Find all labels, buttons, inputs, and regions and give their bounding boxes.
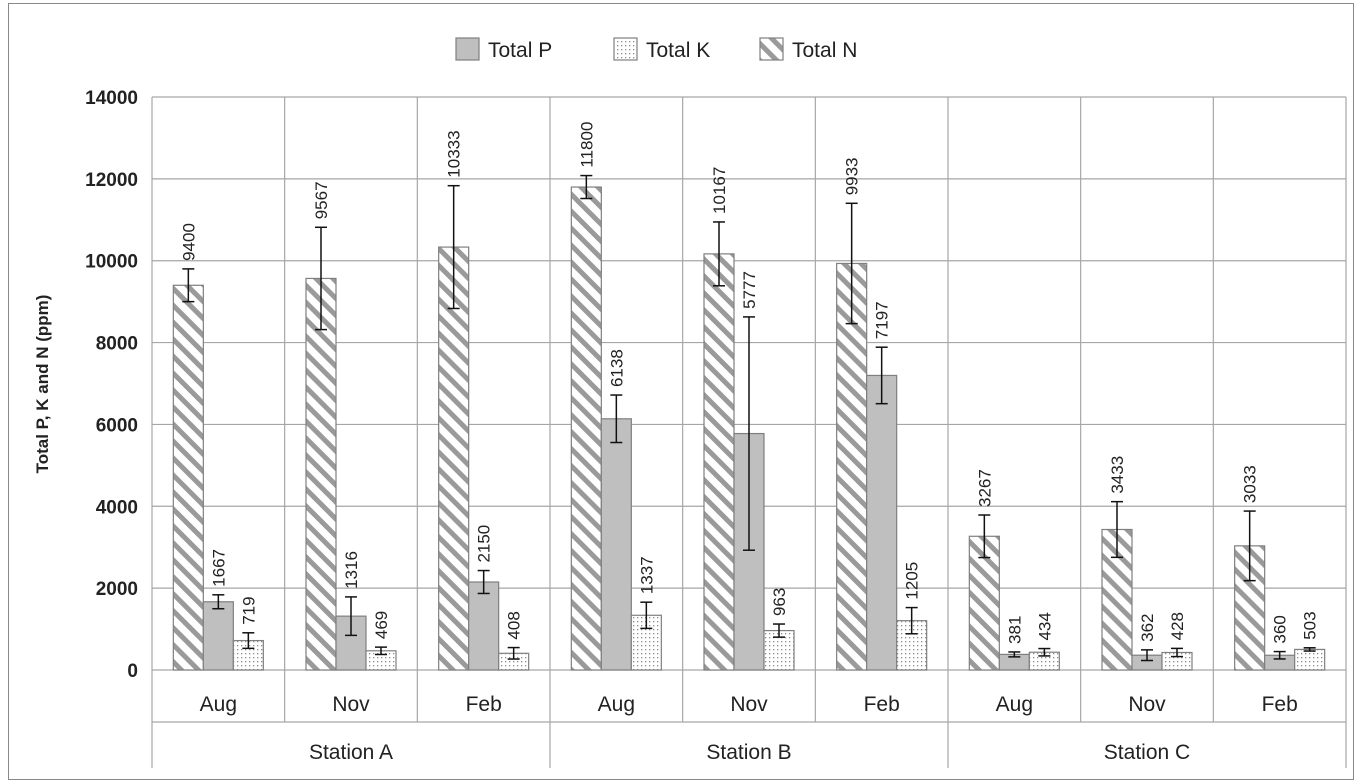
x-category-label: Feb xyxy=(466,693,502,716)
data-label: 1667 xyxy=(209,549,228,587)
y-tick-label: 6000 xyxy=(96,415,138,436)
bar xyxy=(202,601,234,671)
data-label: 9933 xyxy=(843,157,862,195)
legend-label: Total P xyxy=(488,39,552,62)
x-category-label: Nov xyxy=(730,693,768,716)
data-label: 11800 xyxy=(577,122,596,168)
chart-frame xyxy=(8,3,1354,780)
legend-swatch xyxy=(455,37,480,61)
bar xyxy=(438,246,470,671)
bar xyxy=(866,374,898,671)
data-label: 1337 xyxy=(637,556,656,594)
y-tick-label: 0 xyxy=(127,661,138,682)
data-label: 3267 xyxy=(975,469,994,507)
legend-label: Total N xyxy=(792,39,857,62)
data-label: 3433 xyxy=(1108,456,1127,494)
data-label: 360 xyxy=(1271,615,1290,643)
data-label: 963 xyxy=(770,588,789,616)
legend: Total P Total K Total N xyxy=(455,37,857,62)
bar xyxy=(172,284,204,671)
y-tick-label: 12000 xyxy=(85,170,138,191)
x-category-label: Aug xyxy=(996,693,1033,716)
x-group-label: Station B xyxy=(706,741,791,764)
data-label: 503 xyxy=(1301,611,1320,639)
x-category-label: Feb xyxy=(1262,693,1298,716)
data-label: 9400 xyxy=(179,223,198,261)
y-tick-label: 8000 xyxy=(96,334,138,355)
bar xyxy=(896,620,928,671)
bars xyxy=(172,186,1326,671)
bar xyxy=(1294,648,1326,671)
x-category-label: Nov xyxy=(332,693,370,716)
data-label: 362 xyxy=(1138,613,1157,641)
bar xyxy=(968,535,1000,671)
data-label: 408 xyxy=(505,611,524,639)
y-tick-label: 14000 xyxy=(85,88,138,109)
x-category-label: Aug xyxy=(200,693,237,716)
x-group-label: Station C xyxy=(1104,741,1190,764)
data-label: 434 xyxy=(1035,612,1054,640)
data-label: 7197 xyxy=(873,301,892,339)
bar xyxy=(600,418,632,671)
bar xyxy=(468,581,500,671)
gridlines xyxy=(151,96,1347,768)
x-category-label: Feb xyxy=(864,693,900,716)
y-tick-label: 10000 xyxy=(85,252,138,273)
data-label: 3033 xyxy=(1241,465,1260,503)
legend-label: Total K xyxy=(646,39,710,62)
error-bars xyxy=(182,174,1316,662)
data-label: 428 xyxy=(1168,612,1187,640)
data-label: 5777 xyxy=(740,271,759,309)
data-label: 381 xyxy=(1005,616,1024,644)
data-label: 9567 xyxy=(312,181,331,219)
x-axis: Aug Nov Feb Aug Nov Feb Aug Nov Feb Station A Stat… xyxy=(200,693,1298,764)
bar xyxy=(305,277,337,671)
y-axis-ticks: 0 2000 4000 6000 8000 10000 12000 14000 xyxy=(85,88,138,682)
y-tick-label: 2000 xyxy=(96,579,138,600)
data-label: 719 xyxy=(239,596,258,624)
data-labels: 9400 1667 719 9567 1316 469 10333 2150 408 11800 6… xyxy=(179,122,1319,644)
y-axis-title: Total P, K and N (ppm) xyxy=(33,295,52,474)
x-category-label: Nov xyxy=(1128,693,1166,716)
data-label: 2150 xyxy=(475,525,494,563)
bar xyxy=(836,262,868,671)
data-label: 469 xyxy=(372,611,391,639)
data-label: 1316 xyxy=(342,551,361,589)
legend-swatch xyxy=(759,37,784,61)
data-label: 1205 xyxy=(903,562,922,600)
data-label: 10167 xyxy=(710,167,729,214)
x-group-label: Station A xyxy=(309,741,393,764)
data-label: 6138 xyxy=(607,349,626,387)
bar xyxy=(703,253,735,671)
data-label: 10333 xyxy=(445,130,464,177)
x-category-label: Aug xyxy=(598,693,635,716)
legend-swatch xyxy=(613,37,638,61)
y-tick-label: 4000 xyxy=(96,497,138,518)
bar xyxy=(570,186,602,671)
